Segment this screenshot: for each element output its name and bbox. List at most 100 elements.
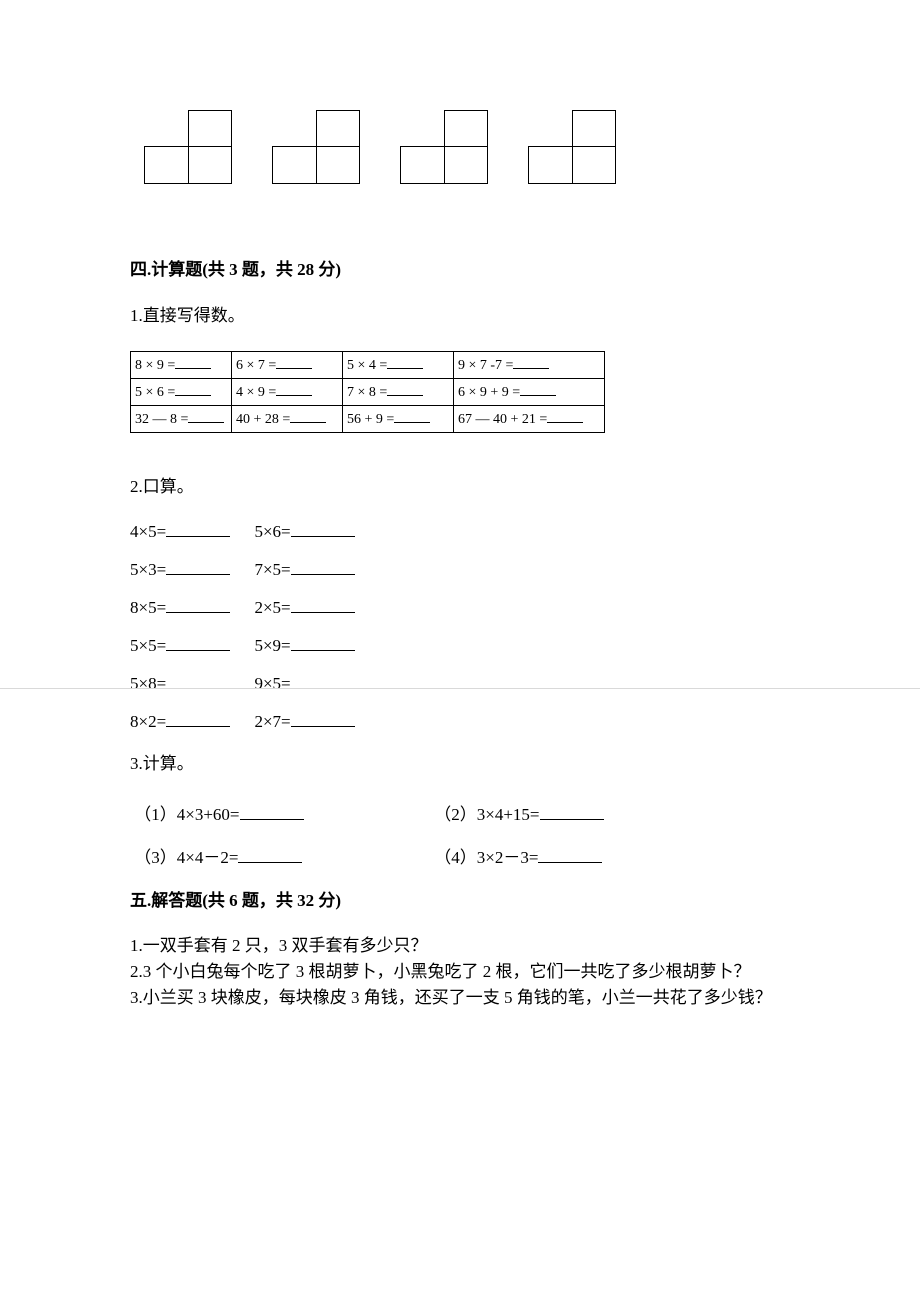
page: 四.计算题(共 3 题，共 28 分) 1.直接写得数。 8 × 9 = 6 ×…: [0, 0, 920, 1302]
blank-line: [291, 712, 355, 727]
expr: 5 × 4 =: [347, 358, 387, 373]
page-divider-line: [0, 688, 920, 689]
expr: 7 × 8 =: [347, 385, 387, 400]
expr: 8 × 9 =: [135, 358, 175, 373]
shape-2: [268, 110, 368, 195]
expr: 5×9=: [254, 636, 290, 656]
expr: 5×6=: [254, 522, 290, 542]
expr: 6 × 9 + 9 =: [458, 385, 520, 400]
q3-col: （2）3×4+15=: [434, 800, 734, 825]
shape-cell: [444, 110, 488, 148]
blank-line: [291, 598, 355, 613]
table-cell: 6 × 9 + 9 =: [454, 379, 605, 406]
shape-4: [524, 110, 624, 195]
blank-line: [540, 805, 604, 820]
blank-line: [387, 356, 423, 369]
blank-line: [520, 383, 556, 396]
table-row: 32 — 8 = 40 + 28 = 56 + 9 = 67 — 40 + 21…: [131, 406, 605, 433]
q3-col: （4）3×2－3=: [434, 843, 734, 868]
oral-row: 5×3= 7×5=: [130, 560, 790, 580]
blank-line: [291, 636, 355, 651]
blank-line: [240, 805, 304, 820]
blank-line: [175, 356, 211, 369]
expr: （4）3×2－3=: [434, 848, 538, 867]
q3-row: （1）4×3+60= （2）3×4+15=: [130, 800, 790, 825]
shape-cell: [188, 146, 232, 184]
expr: 5×5=: [130, 636, 166, 656]
blank-line: [166, 560, 230, 575]
shape-cell: [400, 146, 446, 184]
expr: 2×7=: [254, 712, 290, 732]
section4-q1-prompt: 1.直接写得数。: [130, 302, 790, 329]
table-row: 8 × 9 = 6 × 7 = 5 × 4 = 9 × 7 -7 =: [131, 352, 605, 379]
expr: 8×5=: [130, 598, 166, 618]
word-problem-3: 3.小兰买 3 块橡皮，每块橡皮 3 角钱，还买了一支 5 角钱的笔，小兰一共花…: [130, 985, 790, 1011]
blank-line: [538, 848, 602, 863]
expr: 5 × 6 =: [135, 385, 175, 400]
blank-line: [513, 356, 549, 369]
section5-heading: 五.解答题(共 6 题，共 32 分): [130, 886, 790, 911]
table-cell: 7 × 8 =: [343, 379, 454, 406]
shape-cell: [316, 146, 360, 184]
expr: 7×5=: [254, 560, 290, 580]
expr: 40 + 28 =: [236, 412, 290, 427]
section4-q2-prompt: 2.口算。: [130, 473, 790, 500]
shape-cell: [572, 146, 616, 184]
blank-line: [290, 410, 326, 423]
shape-1: [140, 110, 240, 195]
q3-col: （1）4×3+60=: [130, 800, 430, 825]
expr: 5×3=: [130, 560, 166, 580]
q1-table: 8 × 9 = 6 × 7 = 5 × 4 = 9 × 7 -7 = 5 × 6…: [130, 351, 605, 433]
expr: （2）3×4+15=: [434, 805, 539, 824]
table-cell: 8 × 9 =: [131, 352, 232, 379]
blank-line: [238, 848, 302, 863]
oral-row: 5×8= 9×5=: [130, 674, 790, 694]
expr: 4×5=: [130, 522, 166, 542]
shape-cell: [572, 110, 616, 148]
q3-col: （3）4×4－2=: [130, 843, 430, 868]
expr: 8×2=: [130, 712, 166, 732]
table-row: 5 × 6 = 4 × 9 = 7 × 8 = 6 × 9 + 9 =: [131, 379, 605, 406]
table-cell: 40 + 28 =: [232, 406, 343, 433]
expr: （1）4×3+60=: [134, 805, 239, 824]
shape-cell: [316, 110, 360, 148]
oral-row: 4×5= 5×6=: [130, 522, 790, 542]
blank-line: [394, 410, 430, 423]
blank-line: [276, 383, 312, 396]
expr: 4 × 9 =: [236, 385, 276, 400]
oral-row: 5×5= 5×9=: [130, 636, 790, 656]
oral-row: 8×5= 2×5=: [130, 598, 790, 618]
word-problem-2: 2.3 个小白兔每个吃了 3 根胡萝卜，小黑兔吃了 2 根，它们一共吃了多少根胡…: [130, 959, 790, 985]
table-cell: 5 × 4 =: [343, 352, 454, 379]
q3-row: （3）4×4－2= （4）3×2－3=: [130, 843, 790, 868]
table-cell: 32 — 8 =: [131, 406, 232, 433]
word-problem-1: 1.一双手套有 2 只，3 双手套有多少只？: [130, 933, 790, 959]
table-cell: 9 × 7 -7 =: [454, 352, 605, 379]
expr: 9×5=: [254, 674, 290, 694]
section4-heading: 四.计算题(共 3 题，共 28 分): [130, 255, 790, 280]
blank-line: [387, 383, 423, 396]
oral-row: 8×2= 2×7=: [130, 712, 790, 732]
shape-cell: [272, 146, 318, 184]
shape-cell: [444, 146, 488, 184]
blank-line: [166, 636, 230, 651]
blank-line: [175, 383, 211, 396]
expr: 67 — 40 + 21 =: [458, 412, 547, 427]
expr: 6 × 7 =: [236, 358, 276, 373]
blank-line: [291, 560, 355, 575]
blank-line: [166, 712, 230, 727]
table-cell: 67 — 40 + 21 =: [454, 406, 605, 433]
expr: 9 × 7 -7 =: [458, 358, 513, 373]
table-cell: 5 × 6 =: [131, 379, 232, 406]
table-cell: 6 × 7 =: [232, 352, 343, 379]
expr: 56 + 9 =: [347, 412, 394, 427]
expr: 5×8=: [130, 674, 166, 694]
blank-line: [166, 522, 230, 537]
expr: 2×5=: [254, 598, 290, 618]
shapes-row: [140, 110, 790, 195]
shape-cell: [188, 110, 232, 148]
blank-line: [547, 410, 583, 423]
blank-line: [188, 410, 224, 423]
expr: 32 — 8 =: [135, 412, 188, 427]
shape-cell: [528, 146, 574, 184]
